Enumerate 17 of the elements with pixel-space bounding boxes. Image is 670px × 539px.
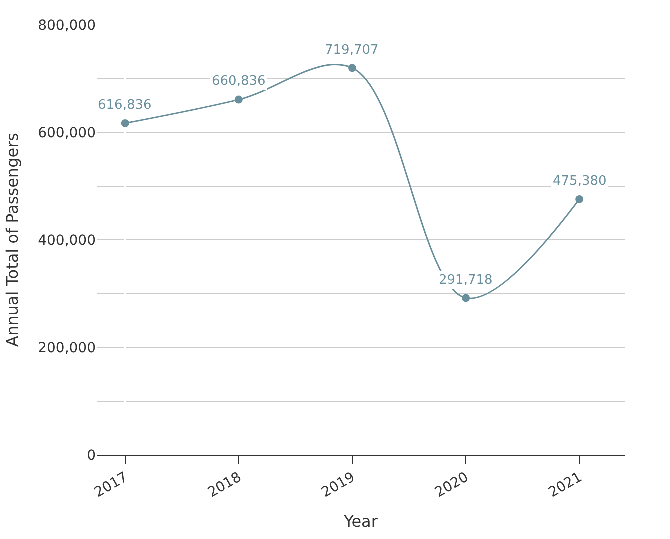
y-tick-label: 200,000 [38,340,96,356]
data-label: 475,380 [553,174,607,189]
y-tick-label: 800,000 [38,18,96,34]
point [121,119,130,128]
y-tick-label: 600,000 [38,125,96,142]
data-label: 616,836 [98,98,152,113]
data-label: 291,718 [439,273,493,288]
y-tick-label: 400,000 [38,232,96,249]
point [234,96,243,104]
point [576,195,584,204]
y-tick-label: 0 [87,448,96,464]
data-label: 660,836 [212,74,266,89]
x-axis-title: Year [343,512,378,531]
point [462,294,470,302]
y-axis-title: Annual Total of Passengers [2,133,22,347]
data-label: 719,707 [325,43,379,58]
point [348,64,356,72]
